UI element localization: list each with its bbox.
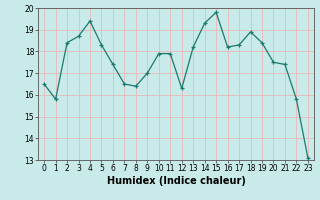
X-axis label: Humidex (Indice chaleur): Humidex (Indice chaleur) <box>107 176 245 186</box>
